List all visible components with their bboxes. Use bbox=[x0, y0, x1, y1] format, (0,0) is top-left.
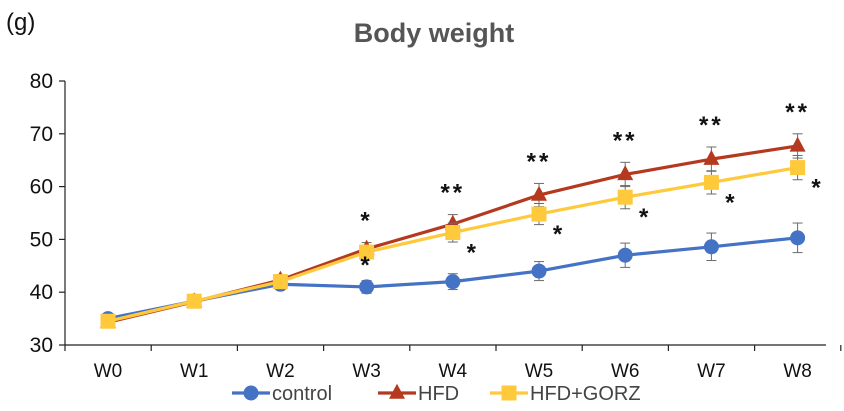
x-tick-label: W0 bbox=[94, 361, 123, 382]
data-point-HFD bbox=[389, 383, 405, 399]
x-tick-label: W8 bbox=[783, 361, 812, 382]
significance-marker: * bbox=[553, 221, 565, 248]
data-point-HFD bbox=[789, 136, 806, 152]
data-point-HFD+GORZ bbox=[272, 274, 288, 290]
data-point-HFD bbox=[703, 149, 720, 165]
significance-marker: * bbox=[467, 240, 479, 267]
y-tick-label: 70 bbox=[30, 123, 53, 146]
y-tick-label: 40 bbox=[30, 281, 53, 304]
x-tick-label: W2 bbox=[266, 361, 295, 382]
significance-marker: ** bbox=[440, 180, 465, 207]
x-tick-label: W1 bbox=[180, 361, 209, 382]
significance-marker: * bbox=[725, 189, 737, 216]
legend-label: HFD bbox=[418, 383, 459, 405]
y-tick-label: 80 bbox=[30, 70, 53, 93]
data-point-HFD bbox=[531, 185, 547, 201]
significance-marker: * bbox=[360, 208, 372, 235]
y-tick-label: 30 bbox=[30, 334, 53, 357]
data-point-control bbox=[790, 230, 806, 246]
data-point-control bbox=[445, 274, 461, 290]
legend-label: HFD+GORZ bbox=[530, 383, 641, 405]
significance-marker: * bbox=[360, 252, 372, 279]
data-point-control bbox=[243, 385, 259, 401]
legend: control HFD HFD+GORZ bbox=[232, 383, 641, 405]
significance-marker: ** bbox=[785, 99, 810, 126]
significance-marker: * bbox=[811, 175, 823, 202]
y-tick-label: 50 bbox=[30, 228, 53, 251]
data-point-HFD+GORZ bbox=[100, 313, 116, 329]
data-point-HFD+GORZ bbox=[617, 189, 633, 205]
chart-title: Body weight bbox=[354, 18, 515, 48]
data-point-control bbox=[359, 279, 375, 295]
data-point-HFD+GORZ bbox=[445, 225, 461, 241]
y-unit-label: (g) bbox=[6, 9, 35, 36]
data-point-HFD+GORZ bbox=[531, 206, 547, 222]
data-point-HFD+GORZ bbox=[359, 244, 375, 260]
x-tick-label: W5 bbox=[525, 361, 554, 382]
significance-marker: ** bbox=[699, 112, 724, 139]
x-tick-label: W7 bbox=[697, 361, 726, 382]
data-point-HFD+GORZ bbox=[790, 160, 806, 176]
significance-marker: ** bbox=[613, 127, 638, 154]
significance-marker: * bbox=[639, 204, 651, 231]
data-point-control bbox=[617, 247, 633, 263]
y-tick-label: 60 bbox=[30, 176, 53, 199]
data-point-HFD+GORZ bbox=[186, 293, 202, 309]
legend-item-hfd: HFD bbox=[378, 383, 459, 405]
data-point-HFD+GORZ bbox=[501, 385, 517, 401]
data-point-control bbox=[531, 263, 547, 279]
legend-label: control bbox=[272, 383, 332, 405]
legend-item-hfd-gorz: HFD+GORZ bbox=[490, 383, 641, 405]
data-point-HFD bbox=[617, 165, 634, 181]
series-hfd-gorz bbox=[100, 154, 806, 329]
data-point-control bbox=[703, 239, 719, 255]
significance-marker: ** bbox=[527, 148, 552, 175]
series-layer bbox=[100, 133, 806, 329]
data-point-HFD+GORZ bbox=[703, 174, 719, 190]
axes: 30 40 50 60 70 80 W0 W1 W2 W3 W4 W5 W6 W7 W8 bbox=[30, 70, 842, 382]
legend-item-control: control bbox=[232, 383, 332, 405]
significance-annotations: ********** ******* bbox=[360, 99, 823, 279]
x-tick-label: W3 bbox=[352, 361, 381, 382]
x-tick-label: W4 bbox=[439, 361, 468, 382]
x-tick-label: W6 bbox=[611, 361, 640, 382]
